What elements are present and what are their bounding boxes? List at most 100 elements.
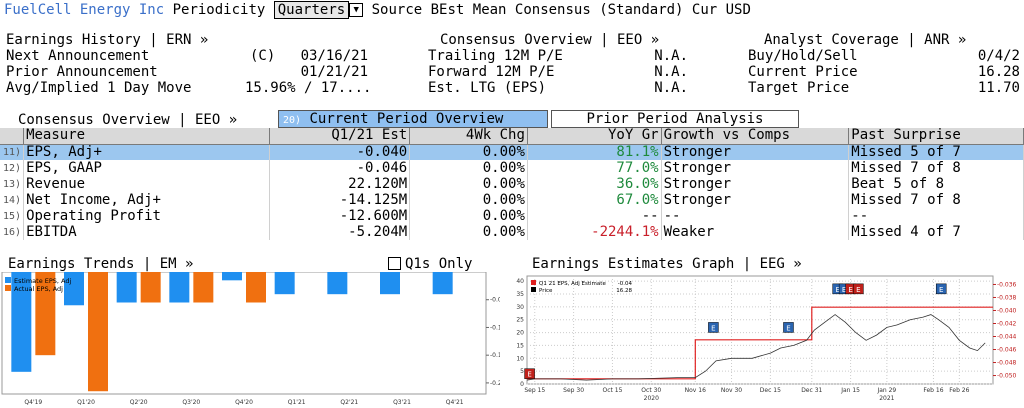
row-growth-vs-comps: Stronger [661, 176, 850, 192]
ac-label-target: Target Price [748, 80, 850, 96]
x-tick-label: Q4'20 [235, 399, 253, 406]
x-tick-label: Jan 15 [840, 387, 860, 394]
analyst-coverage-title[interactable]: Analyst Coverage | ANR » [764, 32, 967, 48]
event-marker-label: E [842, 286, 846, 294]
x-tick-label: Feb 16 [923, 387, 943, 394]
bar-estimate [222, 272, 242, 281]
checkbox-icon[interactable] [388, 257, 401, 270]
q1s-only-checkbox[interactable]: Q1s Only [388, 256, 472, 272]
consensus-table-title[interactable]: Consensus Overview | EEO » [18, 112, 238, 128]
right-tick-label: -0.042 [997, 320, 1017, 327]
event-marker [853, 283, 864, 295]
table-header-row: Measure Q1/21 Est 4Wk Chg YoY Gr Growth … [0, 128, 1024, 145]
row-yoy-growth: 67.0% [527, 192, 662, 208]
col-yoy-header[interactable]: YoY Gr [527, 128, 662, 145]
x-tick-label: Q3'21 [393, 399, 411, 406]
ac-label-bhs: Buy/Hold/Sell [748, 48, 858, 64]
co-label-ltg: Est. LTG (EPS) [428, 80, 547, 96]
periodicity-select[interactable]: Quarters [273, 1, 350, 19]
bar-estimate [274, 272, 295, 295]
bar-actual [246, 272, 266, 303]
col-growth-header[interactable]: Growth vs Comps [661, 128, 850, 145]
eh-value-prior: 01/21/21 [300, 64, 368, 80]
company-name[interactable]: FuelCell Energy Inc [4, 2, 165, 18]
left-tick-label: 25 [516, 317, 524, 324]
row-4wk-change: 0.00% [409, 192, 528, 208]
row-growth-vs-comps: Stronger [661, 160, 850, 176]
table-row[interactable]: 14) Net Income, Adj+ -14.125M 0.00% 67.0% Str… [0, 192, 1024, 208]
x-tick-label: Feb 26 [949, 387, 969, 394]
q1s-only-label: Q1s Only [405, 256, 473, 272]
earnings-history-title[interactable]: Earnings History | ERN » [6, 32, 209, 48]
col-measure-header[interactable]: Measure [23, 128, 270, 145]
row-yoy-growth: 36.0% [527, 176, 662, 192]
eh-label-prior: Prior Announcement [6, 64, 158, 80]
row-growth-vs-comps: Weaker [661, 224, 850, 240]
co-value-forward: N.A. [654, 64, 688, 80]
ac-value-bhs: 0/4/2 [977, 48, 1020, 64]
col-chg-header[interactable]: 4Wk Chg [409, 128, 528, 145]
row-4wk-change: 0.00% [409, 144, 528, 160]
row-index: 12) [0, 160, 25, 176]
row-estimate: -12.600M [269, 208, 411, 224]
table-row[interactable]: 13) Revenue 22.120M 0.00% 36.0% Stronger Beat … [0, 176, 1024, 192]
eh-label-next: Next Announcement [6, 48, 150, 64]
row-index: 15) [0, 208, 25, 224]
x-tick-label: Q2'21 [340, 399, 358, 406]
table-row[interactable]: 15) Operating Profit -12.600M 0.00% -- -- -- [0, 208, 1024, 224]
bar-actual [35, 272, 56, 356]
x-tick-label: Q2'20 [130, 399, 148, 406]
x-tick-label: Q1'21 [288, 399, 306, 406]
earnings-graph-title[interactable]: Earnings Estimates Graph | EEG » [532, 256, 802, 272]
event-marker [708, 322, 719, 333]
periodicity-label: Periodicity [172, 2, 266, 18]
row-4wk-change: 0.00% [409, 208, 528, 224]
col-est-header[interactable]: Q1/21 Est [269, 128, 411, 145]
bar-actual [193, 272, 214, 303]
event-marker-label: E [786, 324, 790, 332]
left-tick-label: 30 [516, 304, 524, 311]
event-marker-label: E [711, 324, 715, 332]
row-growth-vs-comps: Stronger [661, 192, 850, 208]
co-label-trailing: Trailing 12M P/E [428, 48, 563, 64]
ac-value-target: 11.70 [977, 80, 1020, 96]
co-value-ltg: N.A. [654, 80, 688, 96]
row-estimate: -14.125M [269, 192, 411, 208]
x-tick-label: Q1'20 [77, 399, 95, 406]
legend-label: Price [539, 288, 553, 294]
legend-value: -0.04 [618, 281, 633, 287]
row-past-surprise: Beat 5 of 8 [848, 176, 1024, 192]
right-tick-label: -0.048 [997, 360, 1017, 367]
eh-value-next: 03/16/21 [300, 48, 368, 64]
consensus-table: Measure Q1/21 Est 4Wk Chg YoY Gr Growth … [0, 128, 1024, 240]
legend-label: Actual EPS, Adj [14, 285, 63, 293]
series-price-line [526, 314, 986, 381]
chevron-down-icon[interactable]: ▼ [349, 3, 364, 17]
x-tick-label: Oct 30 [641, 387, 661, 394]
bar-actual [140, 272, 161, 303]
table-row[interactable]: 11) EPS, Adj+ -0.040 0.00% 81.1% Stronger Miss… [0, 144, 1024, 160]
left-tick-label: 0 [520, 381, 524, 388]
legend-label: Estimate EPS, Adj [14, 277, 72, 285]
x-tick-label: Jan 29 [876, 387, 896, 394]
table-row[interactable]: 16) EBITDA -5.204M 0.00% -2244.1% Weaker Misse… [0, 224, 1024, 240]
row-yoy-growth: -- [527, 208, 662, 224]
table-row[interactable]: 12) EPS, GAAP -0.046 0.00% 77.0% Stronger Miss… [0, 160, 1024, 176]
tab-prior-period[interactable]: Prior Period Analysis (Q4/20) [551, 110, 799, 143]
left-tick-label: 20 [516, 330, 524, 337]
series-estimate-line [527, 306, 993, 380]
bar-estimate [327, 272, 348, 295]
tab-current-period[interactable]: 20) Current Period Overview (Q1/21) [278, 110, 548, 145]
earnings-trends-title[interactable]: Earnings Trends | EM » [8, 256, 194, 272]
x-tick-label: Nov 16 [685, 387, 706, 394]
col-surprise-header[interactable]: Past Surprise [848, 128, 1024, 145]
consensus-overview-title[interactable]: Consensus Overview | EEO » [440, 32, 660, 48]
right-tick-label: -0.044 [997, 334, 1017, 341]
x-tick-label: Q4'19 [24, 399, 42, 406]
row-4wk-change: 0.00% [409, 160, 528, 176]
eh-flag-next: (C) [250, 48, 276, 64]
x-tick-label: Q4'21 [446, 399, 464, 406]
row-yoy-growth: -2244.1% [527, 224, 662, 240]
row-measure: EBITDA [23, 224, 270, 240]
